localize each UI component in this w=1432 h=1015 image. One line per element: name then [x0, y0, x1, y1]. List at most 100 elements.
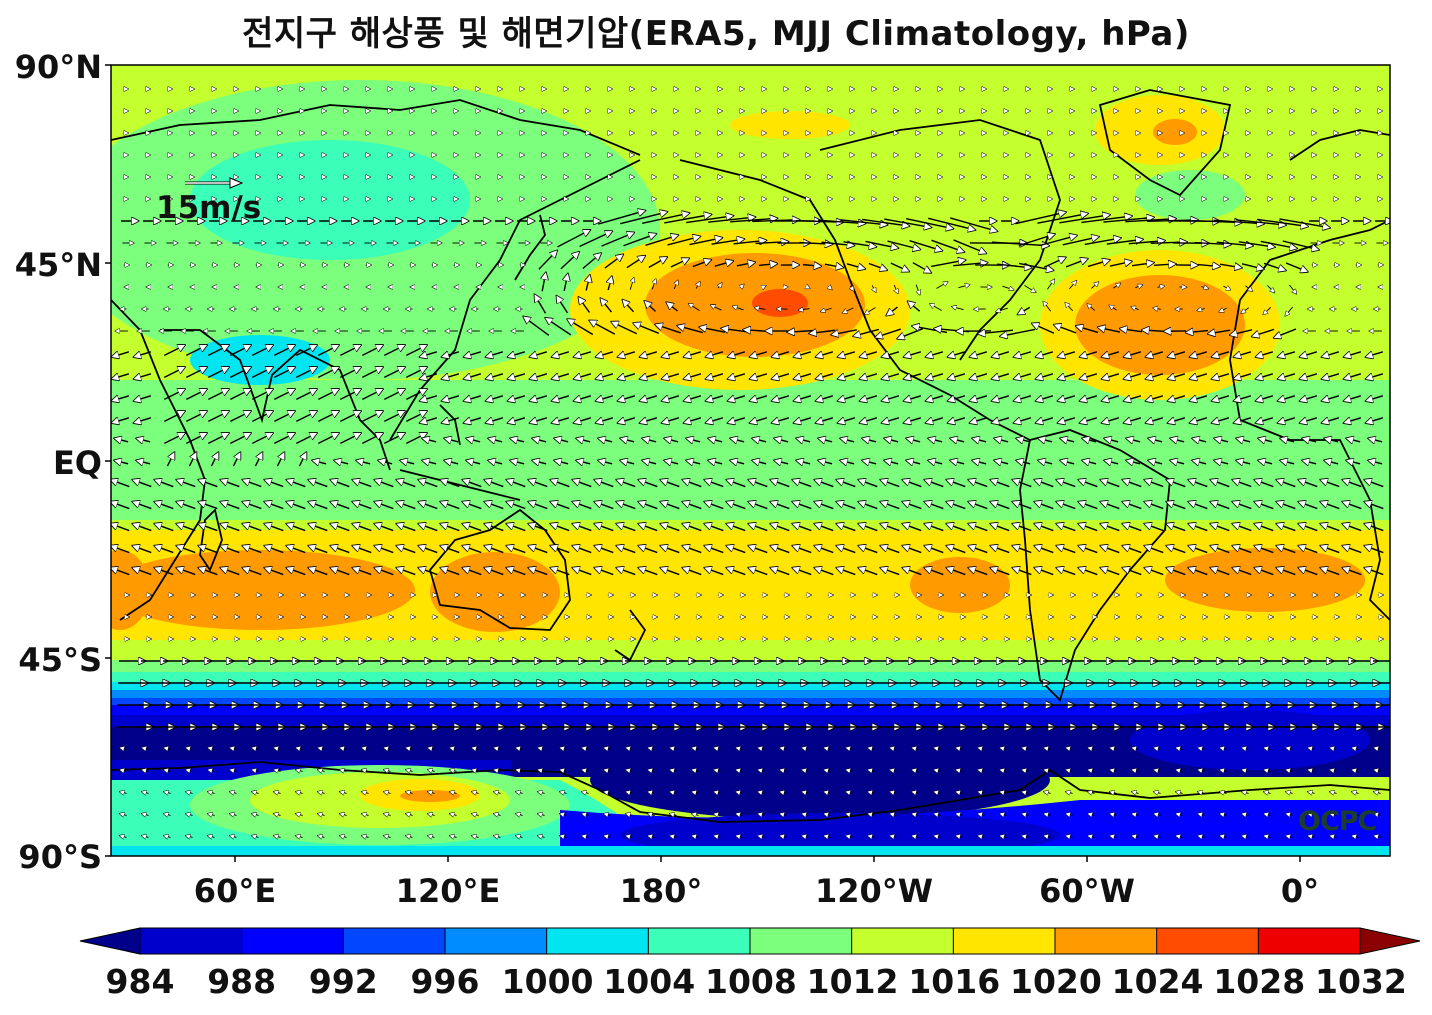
wind-arrow — [357, 460, 371, 463]
wind-arrow — [709, 460, 723, 463]
wind-arrow — [997, 264, 1031, 268]
wind-arrow — [948, 396, 966, 401]
wind-arrow — [1058, 418, 1076, 423]
wind-arrow — [598, 211, 645, 225]
wind-arrow — [599, 460, 613, 463]
wind-arrow — [538, 251, 557, 270]
wind-arrow — [771, 480, 790, 488]
wind-arrow — [973, 460, 987, 463]
wind-arrow — [186, 433, 206, 444]
wind-arrow — [604, 255, 623, 269]
wind-arrow — [686, 216, 733, 224]
wind-arrow — [1322, 418, 1340, 423]
wind-arrow — [640, 418, 658, 423]
wind-arrow — [929, 438, 943, 441]
wind-arrow — [1186, 331, 1209, 333]
wind-arrow — [950, 217, 997, 231]
wind-arrow — [1189, 480, 1208, 488]
wind-arrow — [1233, 480, 1252, 488]
wind-arrow — [1014, 374, 1032, 379]
wind-arrow — [1171, 438, 1185, 441]
wind-arrow — [464, 418, 482, 423]
wind-arrow — [618, 418, 636, 423]
wind-arrow — [948, 374, 966, 379]
wind-arrow — [931, 239, 964, 252]
wind-arrow — [1076, 326, 1099, 334]
wind-arrow — [265, 502, 284, 510]
wind-arrow — [953, 263, 987, 266]
wind-arrow — [340, 345, 360, 356]
wind-arrow — [1065, 259, 1087, 268]
wind-arrow — [904, 396, 922, 401]
wind-arrow — [643, 438, 657, 441]
wind-arrow — [885, 460, 899, 463]
wind-arrow — [362, 433, 382, 444]
wind-arrow — [843, 307, 854, 313]
wind-arrow — [166, 453, 174, 467]
wind-arrow — [524, 317, 550, 336]
wind-arrow — [208, 367, 228, 378]
lon-label-120e: 120°E — [395, 872, 501, 910]
wind-arrow — [296, 411, 316, 422]
colorbar-segment — [241, 928, 344, 954]
wind-arrow — [978, 330, 1014, 334]
wind-arrow — [885, 438, 899, 441]
wind-arrow — [595, 480, 614, 488]
wind-arrow — [557, 296, 569, 314]
wind-scale-label: 15m/s — [156, 190, 262, 226]
wind-arrow — [177, 480, 196, 488]
wind-arrow — [684, 418, 702, 423]
wind-arrow — [1018, 234, 1055, 247]
wind-arrow — [907, 460, 921, 463]
wind-arrow — [464, 352, 482, 357]
wind-arrow — [1036, 418, 1054, 423]
wind-arrow — [639, 502, 658, 510]
colorbar-tick-label: 1000 — [501, 962, 594, 1001]
colorbar-segment — [851, 928, 954, 954]
wind-arrow — [1061, 460, 1075, 463]
wind-arrow — [1325, 460, 1339, 463]
wind-arrow — [882, 352, 900, 357]
wind-arrow — [419, 502, 438, 510]
wind-arrow — [340, 367, 360, 378]
wind-arrow — [557, 230, 590, 248]
wind-arrow — [772, 396, 790, 401]
wind-arrow — [860, 418, 878, 423]
colorbar-tick-label: 1012 — [806, 962, 899, 1001]
wind-arrow — [230, 389, 250, 400]
wind-arrow — [608, 277, 612, 291]
wind-arrow — [1127, 438, 1141, 441]
wind-arrow — [463, 480, 482, 488]
wind-arrow — [134, 418, 152, 423]
wind-arrow — [618, 374, 636, 379]
wind-arrow — [1212, 396, 1230, 401]
wind-arrow — [684, 352, 702, 357]
wind-arrow — [995, 438, 1009, 441]
wind-arrow — [1237, 438, 1251, 441]
wind-arrow — [1322, 396, 1340, 401]
wind-arrow — [441, 480, 460, 488]
wind-arrow — [406, 411, 426, 422]
wind-arrow — [684, 396, 702, 401]
wind-arrow — [1032, 324, 1055, 334]
wind-arrow — [318, 345, 338, 356]
wind-arrow — [1109, 261, 1131, 266]
wind-arrow — [816, 396, 834, 401]
wind-arrow — [397, 502, 416, 510]
wind-arrow — [1146, 418, 1164, 423]
wind-arrow — [1157, 286, 1164, 287]
wind-arrow — [1263, 307, 1272, 314]
wind-arrow — [137, 460, 151, 463]
wind-arrow — [1281, 460, 1295, 463]
wind-arrow — [661, 480, 680, 488]
wind-arrow — [1019, 262, 1053, 270]
wind-arrow — [991, 502, 1010, 510]
wind-arrow — [772, 418, 790, 423]
wind-arrow — [992, 396, 1010, 401]
wind-arrow — [730, 218, 777, 221]
wind-arrow — [164, 389, 184, 400]
wind-arrow — [1080, 418, 1098, 423]
wind-arrow — [992, 374, 1010, 379]
wind-arrow — [947, 480, 966, 488]
wind-arrow — [254, 453, 262, 467]
